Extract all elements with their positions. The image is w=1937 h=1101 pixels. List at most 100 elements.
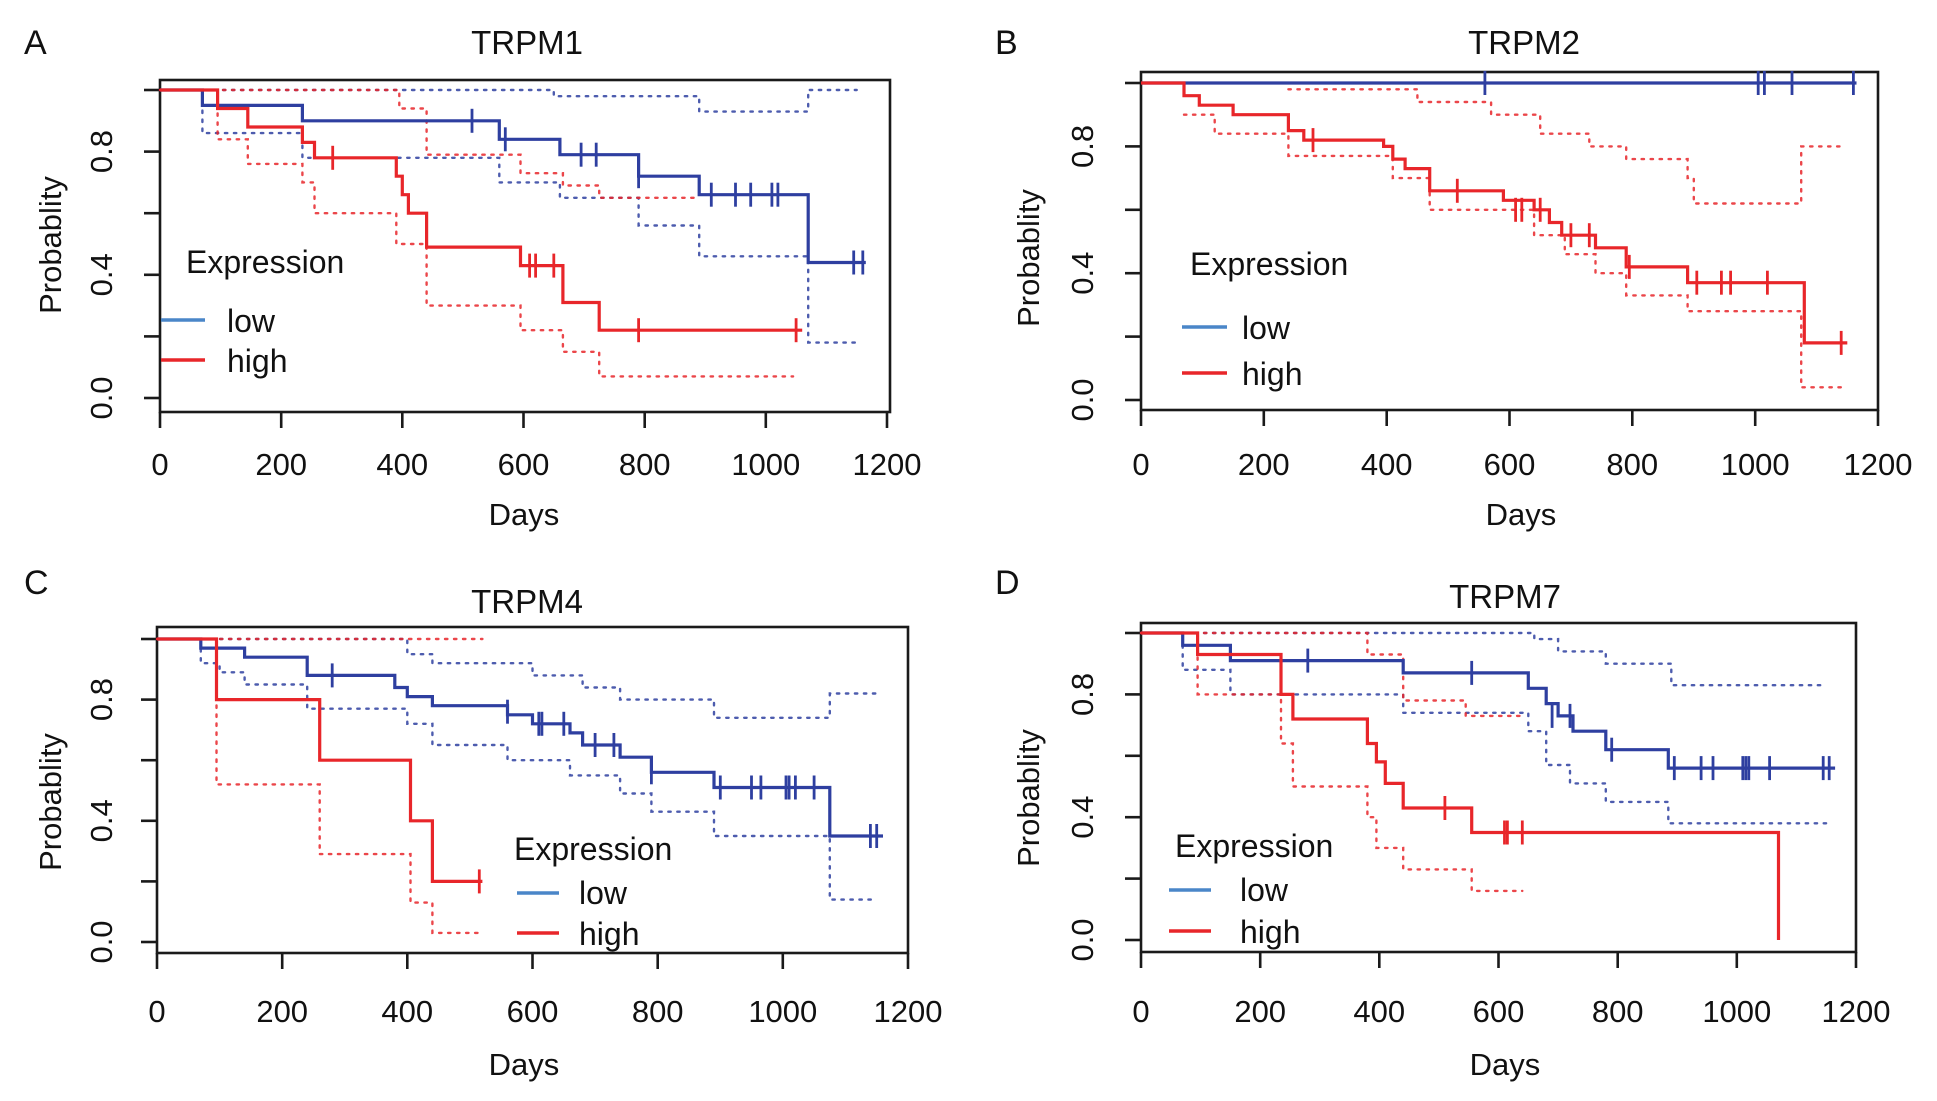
plot-area: 0.0 0.4 0.8 0 200 400 600 800 1000 1200 (1065, 70, 1913, 482)
x-tick-label: 600 (1484, 447, 1536, 482)
x-tick-label: 0 (151, 447, 168, 482)
panel-letter: B (995, 24, 1018, 62)
panel-d: D TRPM7 Days Probablity 0.0 0.4 0.8 0 200 400… (995, 564, 1890, 1082)
legend: Expression low high (1169, 828, 1333, 950)
y-axis-label: Probablity (33, 176, 68, 314)
ci-lower-low (158, 88, 858, 344)
x-tick-label: 600 (498, 447, 550, 482)
legend-title: Expression (514, 831, 672, 867)
ci-lower-high (1139, 631, 1524, 893)
panel-c: C TRPM4 Days Probablity 0.0 0.4 0.8 0 200 400… (24, 564, 942, 1082)
y-tick-label: 0.4 (84, 253, 119, 296)
x-tick-label: 1200 (874, 994, 943, 1029)
x-tick-label: 400 (381, 994, 433, 1029)
legend-title: Expression (186, 244, 344, 280)
panel-a: A TRPM1 Days Probablity 0.0 0.4 0.8 0 200 400… (24, 24, 921, 532)
x-tick-label: 600 (507, 994, 559, 1029)
legend-title: Expression (1190, 246, 1348, 282)
x-tick-label: 200 (1238, 447, 1290, 482)
x-tick-label: 1000 (1721, 447, 1790, 482)
chart-title: TRPM7 (1449, 578, 1561, 615)
legend-label-high: high (1242, 356, 1303, 392)
y-tick-label: 0.0 (1065, 918, 1100, 961)
panel-letter: C (24, 564, 49, 602)
ci-lower-high (155, 637, 484, 935)
y-tick-label: 0.0 (1065, 378, 1100, 421)
x-axis-label: Days (1470, 1047, 1541, 1082)
x-tick-label: 1000 (748, 994, 817, 1029)
x-tick-label: 400 (376, 447, 428, 482)
x-tick-label: 400 (1361, 447, 1413, 482)
panel-b: B TRPM2 Days Probablity 0.0 0.4 0.8 0 200 400… (995, 24, 1912, 532)
y-axis-label: Probablity (1011, 189, 1046, 327)
y-tick-label: 0.4 (1065, 796, 1100, 839)
plot-area: 0.0 0.4 0.8 0 200 400 600 800 1000 1200 (84, 78, 922, 482)
x-tick-label: 1000 (731, 447, 800, 482)
panel-letter: D (995, 564, 1020, 602)
chart-title: TRPM1 (471, 24, 583, 61)
x-tick-label: 800 (1592, 994, 1644, 1029)
legend: Expression low high (161, 244, 344, 379)
x-tick-label: 1200 (853, 447, 922, 482)
ci-upper-high (1139, 631, 1524, 718)
x-tick-label: 800 (1606, 447, 1658, 482)
plot-frame (158, 78, 892, 414)
y-tick-label: 0.4 (84, 799, 119, 842)
ci-upper-low (158, 88, 858, 113)
survival-curve-high (1141, 631, 1781, 940)
ci-upper-high (158, 88, 701, 199)
legend-label-high: high (579, 916, 640, 952)
legend-label-low: low (1240, 872, 1289, 908)
ci-upper-low (155, 637, 878, 719)
ci-lower-high (1182, 113, 1849, 389)
x-tick-label: 1200 (1822, 994, 1891, 1029)
y-tick-label: 0.8 (84, 130, 119, 173)
x-tick-label: 0 (1132, 994, 1149, 1029)
legend: Expression low high (514, 831, 672, 952)
x-tick-label: 800 (632, 994, 684, 1029)
survival-curve-low (157, 637, 883, 838)
x-axis-label: Days (489, 497, 560, 532)
legend-label-high: high (227, 343, 288, 379)
x-axis-label: Days (489, 1047, 560, 1082)
plot-area: 0.0 0.4 0.8 0 200 400 600 800 1000 1200 (1065, 621, 1891, 1029)
x-tick-label: 600 (1473, 994, 1525, 1029)
plot-area: 0.0 0.4 0.8 0 200 400 600 800 1000 1200 (84, 625, 943, 1029)
x-tick-label: 200 (1234, 994, 1286, 1029)
survival-curve-low (160, 88, 866, 265)
y-axis-label: Probablity (33, 733, 68, 871)
legend: Expression low high (1182, 246, 1348, 392)
ci-upper-low (1139, 631, 1828, 687)
legend-label-high: high (1240, 914, 1301, 950)
survival-curve-high (160, 88, 803, 332)
y-tick-label: 0.8 (1065, 125, 1100, 168)
y-axis-label: Probablity (1011, 729, 1046, 867)
x-tick-label: 1200 (1844, 447, 1913, 482)
y-tick-label: 0.4 (1065, 252, 1100, 295)
x-tick-label: 200 (256, 994, 308, 1029)
ci-lower-low (1139, 631, 1828, 825)
panel-letter: A (24, 24, 47, 62)
chart-title: TRPM2 (1468, 24, 1580, 61)
survival-curve-high (1141, 81, 1848, 345)
survival-curve-high (157, 637, 483, 883)
x-tick-label: 800 (619, 447, 671, 482)
chart-title: TRPM4 (471, 583, 583, 620)
x-tick-label: 0 (1132, 447, 1149, 482)
survival-curve-low (1141, 631, 1836, 770)
x-tick-label: 1000 (1702, 994, 1771, 1029)
x-tick-label: 0 (148, 994, 165, 1029)
x-tick-label: 200 (255, 447, 307, 482)
y-tick-label: 0.0 (84, 920, 119, 963)
ci-lower-low (155, 637, 878, 901)
x-axis-label: Days (1486, 497, 1557, 532)
legend-title: Expression (1175, 828, 1333, 864)
legend-label-low: low (227, 303, 276, 339)
y-tick-label: 0.8 (84, 678, 119, 721)
x-tick-label: 400 (1353, 994, 1405, 1029)
y-tick-label: 0.0 (84, 376, 119, 419)
legend-label-low: low (1242, 310, 1291, 346)
y-tick-label: 0.8 (1065, 673, 1100, 716)
